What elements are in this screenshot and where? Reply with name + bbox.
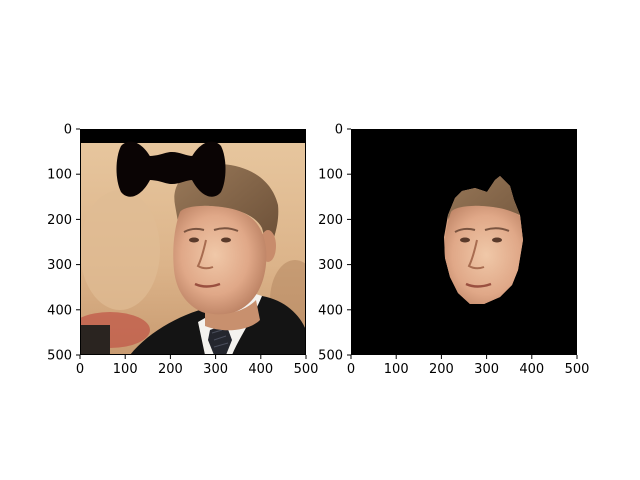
right-xtick-label: 400 — [519, 362, 544, 377]
right-ytick-label: 300 — [318, 258, 343, 273]
left-ytick-label: 200 — [47, 213, 72, 228]
axes-right-frame — [351, 129, 577, 355]
right-xtick-label: 200 — [429, 362, 454, 377]
right-xtick-label: 100 — [384, 362, 409, 377]
left-xtick-label: 300 — [203, 362, 228, 377]
axes-right: 0 100 200 300 400 500 0 100 200 300 400 500 — [318, 123, 589, 378]
left-ytick-label: 300 — [47, 258, 72, 273]
right-xtick-label: 500 — [565, 362, 590, 377]
right-ytick-label: 0 — [335, 123, 343, 138]
right-ytick-label: 200 — [318, 213, 343, 228]
left-xtick-label: 500 — [294, 362, 319, 377]
masked-face-image — [351, 129, 577, 355]
right-ytick-label: 100 — [318, 168, 343, 183]
left-xtick-label: 0 — [76, 362, 84, 377]
left-ytick-label: 400 — [47, 303, 72, 318]
left-ytick-label: 500 — [47, 349, 72, 364]
right-ytick-label: 500 — [318, 349, 343, 364]
left-ytick-label: 100 — [47, 168, 72, 183]
left-xtick-label: 100 — [113, 362, 138, 377]
axes-left-ticks: 0 100 200 300 400 500 0 100 200 300 400 500 — [47, 123, 318, 378]
left-xtick-label: 400 — [248, 362, 273, 377]
left-xtick-label: 200 — [158, 362, 183, 377]
photo-image — [80, 129, 306, 355]
axes-left: 0 100 200 300 400 500 0 100 200 300 400 500 — [47, 123, 318, 378]
axes-right-ticks: 0 100 200 300 400 500 0 100 200 300 400 500 — [318, 123, 589, 378]
right-xtick-label: 300 — [474, 362, 499, 377]
right-ytick-label: 400 — [318, 303, 343, 318]
axes-left-frame — [80, 129, 306, 355]
right-xtick-label: 0 — [347, 362, 355, 377]
left-ytick-label: 0 — [64, 123, 72, 138]
